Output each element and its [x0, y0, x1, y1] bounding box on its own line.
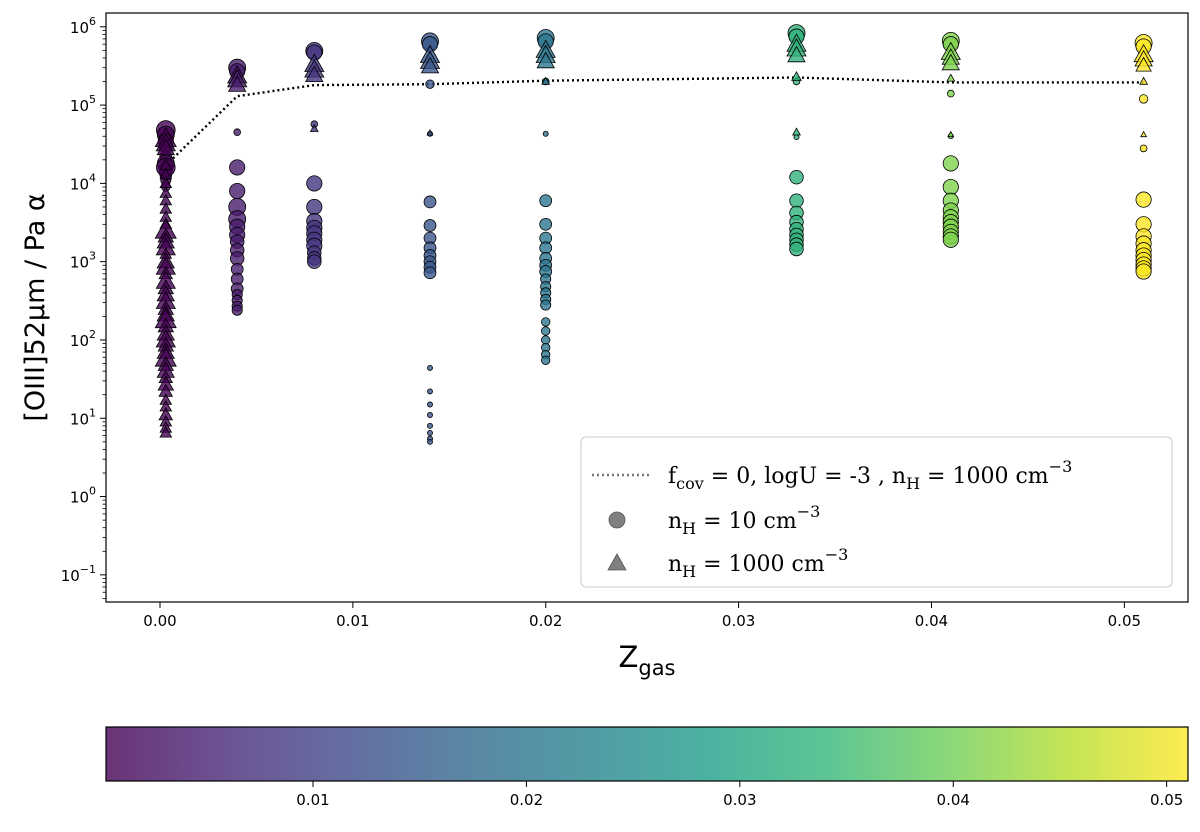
data-point-circle	[1135, 263, 1152, 280]
x-tick-label: 0.03	[722, 612, 755, 630]
legend-label: fcov = 0, logU = -3 , nH = 1000 cm−3	[668, 457, 1072, 493]
data-point-triangle	[309, 123, 319, 132]
data-point-triangle	[305, 65, 324, 82]
y-axis-label: [OIII]52μm / Pa α	[20, 193, 51, 421]
data-point-triangle	[791, 70, 802, 81]
data-point-circle	[306, 175, 323, 192]
data-point-circle	[946, 89, 955, 98]
y-tick-label: 100	[70, 485, 96, 507]
x-axis-label: Zgas	[618, 640, 675, 680]
colorbar-tick-label: 0.04	[937, 791, 970, 809]
colorbar-gradient	[105, 726, 1189, 782]
legend-frame	[580, 436, 1173, 588]
x-tick-label: 0.01	[336, 612, 369, 630]
line-layer	[164, 76, 1144, 167]
data-point-triangle	[536, 51, 555, 69]
marker-layer	[154, 24, 1154, 445]
colorbar-tick-label: 0.02	[510, 791, 543, 809]
data-point-triangle	[1140, 130, 1148, 138]
y-tick-label: 101	[70, 406, 96, 428]
data-point-triangle	[1139, 76, 1149, 85]
data-point-circle	[942, 178, 959, 196]
data-point-circle	[423, 266, 437, 280]
legend-entry: nH = 10 cm−3	[608, 502, 820, 538]
y-tick-label: 103	[70, 250, 96, 272]
data-point-triangle	[947, 130, 955, 138]
data-point-circle	[942, 155, 959, 172]
data-point-triangle	[941, 53, 960, 71]
legend-label: nH = 1000 cm−3	[668, 545, 848, 581]
y-tick-label: 104	[70, 171, 96, 193]
data-point-triangle	[159, 426, 173, 438]
y-tick-label: 106	[70, 15, 96, 37]
x-tick-label: 0.05	[1108, 612, 1141, 630]
data-point-circle	[789, 169, 804, 185]
data-point-triangle	[156, 138, 175, 156]
data-point-circle	[307, 254, 322, 269]
data-point-circle	[427, 401, 433, 408]
x-tick-label: 0.02	[529, 612, 562, 630]
y-tick-label: 102	[70, 328, 96, 350]
data-point-triangle	[227, 75, 247, 92]
legend-triangle-swatch	[607, 553, 627, 571]
model-line	[164, 76, 1144, 167]
y-tick-label: 10−1	[61, 563, 96, 585]
x-tick-label: 0.04	[915, 612, 948, 630]
data-point-circle	[541, 326, 551, 336]
data-point-circle	[229, 159, 246, 176]
data-point-circle	[789, 241, 804, 257]
data-point-triangle	[787, 45, 806, 63]
x-tick-label: 0.00	[143, 612, 176, 630]
data-point-circle	[425, 79, 435, 89]
data-point-triangle	[541, 76, 551, 85]
data-point-triangle	[426, 129, 434, 136]
data-point-circle	[231, 304, 243, 316]
data-point-circle	[427, 364, 433, 371]
data-point-circle	[539, 217, 553, 231]
data-point-circle	[1135, 191, 1152, 208]
data-point-circle	[542, 130, 549, 137]
colorbar-tick-label: 0.05	[1150, 791, 1183, 809]
data-point-circle	[427, 412, 433, 418]
data-point-circle	[233, 128, 242, 137]
data-point-circle	[306, 198, 323, 215]
data-point-circle	[541, 355, 551, 365]
colorbar: 0.01 0.02 0.03 0.04 0.05	[105, 726, 1189, 809]
data-point-circle	[423, 219, 437, 232]
data-point-triangle	[792, 127, 801, 136]
data-point-circle	[1139, 144, 1148, 153]
axes-layer: 0.00 0.01 0.02 0.03 0.04 0.05 10−1 100 101 102 103…	[20, 12, 1189, 680]
plot-frame	[105, 12, 1189, 603]
data-point-triangle	[1135, 56, 1152, 72]
colorbar-tick-label: 0.03	[723, 791, 756, 809]
legend-circle-swatch	[608, 511, 626, 529]
data-point-circle	[427, 429, 433, 436]
data-point-circle	[423, 195, 437, 209]
y-tick-label: 105	[70, 93, 96, 115]
data-point-circle	[540, 299, 552, 311]
legend: fcov = 0, logU = -3 , nH = 1000 cm−3 nH =…	[580, 436, 1173, 588]
data-point-circle	[789, 193, 804, 208]
data-point-triangle	[946, 73, 956, 82]
data-point-circle	[229, 182, 246, 200]
data-point-circle	[541, 317, 551, 327]
data-point-circle	[427, 422, 433, 429]
data-point-circle	[427, 388, 433, 395]
legend-entry: fcov = 0, logU = -3 , nH = 1000 cm−3	[592, 457, 1072, 493]
data-point-triangle	[420, 56, 440, 74]
legend-label: nH = 10 cm−3	[668, 502, 820, 538]
data-point-circle	[539, 194, 553, 208]
legend-entry: nH = 1000 cm−3	[607, 545, 848, 581]
colorbar-tick-label: 0.01	[296, 791, 329, 809]
data-point-circle	[1138, 94, 1149, 104]
data-point-circle	[942, 231, 959, 248]
data-point-circle	[427, 438, 433, 445]
